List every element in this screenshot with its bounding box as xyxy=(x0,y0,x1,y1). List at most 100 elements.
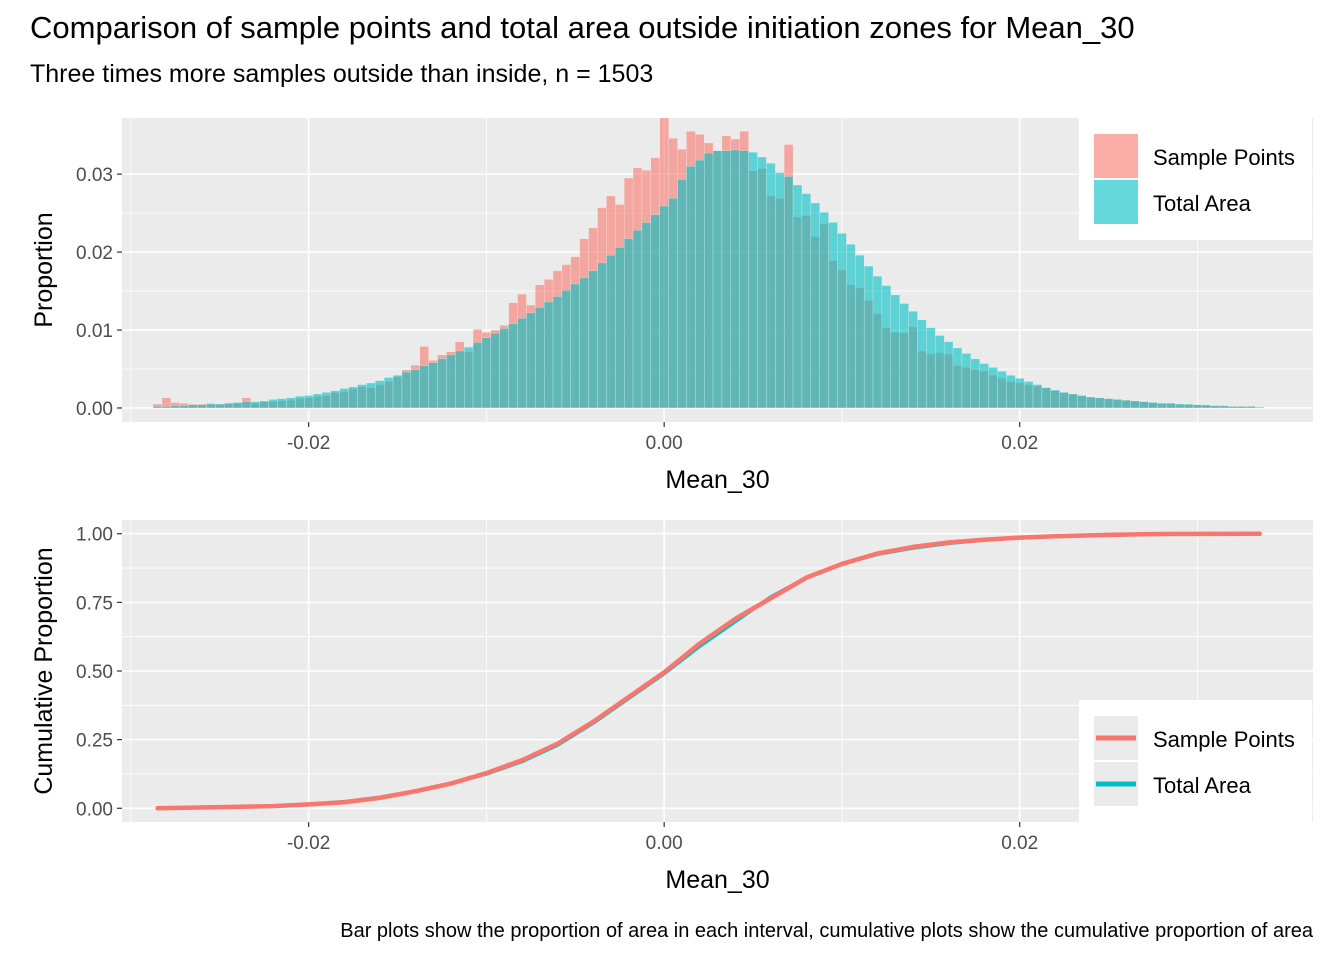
legend-label-total-area: Total Area xyxy=(1153,191,1252,216)
histogram-bar xyxy=(561,290,572,409)
histogram-bar xyxy=(846,244,856,409)
histogram-bar xyxy=(1041,387,1052,409)
histogram-bar xyxy=(908,311,918,409)
histogram-x-axis-title: Mean_30 xyxy=(665,466,769,494)
histogram-bar xyxy=(1139,401,1149,409)
histogram-bar xyxy=(250,401,260,409)
histogram-bar xyxy=(730,149,740,409)
histogram-bar xyxy=(1157,403,1167,409)
histogram-bar xyxy=(188,404,198,409)
histogram-bar xyxy=(1192,404,1203,409)
histogram-bar xyxy=(330,390,340,409)
x-tick-label: 0.02 xyxy=(1001,433,1038,454)
histogram-bar xyxy=(259,400,269,409)
histogram-bar xyxy=(1103,398,1114,409)
histogram-bar xyxy=(801,193,812,409)
histogram-bar xyxy=(455,350,465,409)
histogram-bar xyxy=(1050,389,1060,409)
histogram-bar xyxy=(1068,393,1078,409)
histogram-bar xyxy=(463,346,474,409)
y-tick-label: 0.02 xyxy=(76,243,113,264)
histogram-bar xyxy=(472,342,483,409)
x-tick-label: -0.02 xyxy=(287,833,330,854)
histogram-bar xyxy=(615,247,625,409)
histogram-bar xyxy=(792,184,803,409)
histogram-bar xyxy=(748,152,758,409)
y-tick-label: 0.50 xyxy=(76,662,113,683)
histogram-bar xyxy=(383,377,394,409)
histogram-bar xyxy=(899,303,909,409)
histogram-bar xyxy=(828,222,838,409)
histogram-bar xyxy=(312,393,323,409)
histogram-bar xyxy=(641,222,652,409)
histogram-bar xyxy=(1228,406,1238,409)
y-tick-label: 0.25 xyxy=(76,731,113,752)
histogram-bar xyxy=(623,238,634,409)
histogram-bar xyxy=(161,406,172,409)
histogram-bar xyxy=(206,403,216,409)
legend-key-sample-points xyxy=(1094,134,1138,178)
histogram-bar xyxy=(1032,384,1043,409)
histogram-bar xyxy=(712,150,723,409)
histogram-bar xyxy=(375,380,385,409)
histogram-bar xyxy=(1112,399,1123,409)
histogram-bar xyxy=(295,396,305,409)
histogram-y-axis-title: Proportion xyxy=(30,212,58,327)
histogram-bar xyxy=(668,198,678,409)
histogram-bar xyxy=(606,254,616,409)
histogram-y-ticks: 0.00 0.01 0.02 0.03 xyxy=(76,165,122,420)
histogram-bar xyxy=(881,285,892,409)
histogram-bar xyxy=(286,397,296,409)
cumulative-legend: Sample Points Total Area xyxy=(1079,700,1312,822)
legend-key-total-area xyxy=(1094,180,1138,224)
histogram-bar xyxy=(517,318,527,409)
chart-caption: Bar plots show the proportion of area in… xyxy=(340,920,1313,942)
histogram-bar xyxy=(1121,399,1131,409)
histogram-bar xyxy=(926,327,936,409)
histogram-panel: 0.00 0.01 0.02 0.03 -0.02 0.00 0.02 Mean_30 P… xyxy=(30,117,1313,494)
histogram-bar xyxy=(757,156,767,409)
cumulative-panel: 0.00 0.25 0.50 0.75 1.00 -0.02 0.00 0.02 Mean_… xyxy=(30,520,1313,894)
histogram-bar xyxy=(277,398,287,409)
histogram-bar xyxy=(570,283,580,409)
y-tick-label: 1.00 xyxy=(76,525,113,546)
histogram-bar xyxy=(437,358,447,409)
cumulative-y-axis-title: Cumulative Proportion xyxy=(30,547,58,794)
histogram-bar xyxy=(1130,400,1140,409)
histogram-bar xyxy=(935,335,945,409)
histogram-bar xyxy=(695,159,705,409)
histogram-bar xyxy=(997,371,1007,409)
histogram-bar xyxy=(863,265,874,409)
histogram-bar xyxy=(783,176,794,409)
histogram-bar xyxy=(224,403,234,409)
histogram-bar xyxy=(952,347,963,409)
cumulative-x-axis-title: Mean_30 xyxy=(665,866,769,894)
histogram-bar xyxy=(481,337,492,409)
histogram-bar xyxy=(677,179,687,409)
x-tick-label: -0.02 xyxy=(287,433,330,454)
cumulative-lines xyxy=(155,531,1262,811)
chart-subtitle: Three times more samples outside than in… xyxy=(30,60,654,88)
y-tick-label: 0.00 xyxy=(76,399,113,420)
histogram-bar xyxy=(499,328,509,409)
histogram-bar xyxy=(1015,378,1025,409)
histogram-bar xyxy=(401,371,412,409)
sample-points-line xyxy=(155,531,1262,811)
histogram-bar xyxy=(872,276,883,409)
histogram-bar xyxy=(321,392,332,409)
histogram-bar xyxy=(419,365,429,409)
legend-label-sample-points: Sample Points xyxy=(1153,145,1295,170)
histogram-bar xyxy=(819,212,829,409)
histogram-bar xyxy=(766,163,776,409)
histogram-bar xyxy=(1219,405,1229,409)
histogram-bar xyxy=(1166,403,1176,409)
histogram-bar xyxy=(552,296,563,409)
histogram-bar xyxy=(1175,403,1185,409)
histogram-bar xyxy=(579,277,589,409)
x-tick-label: 0.00 xyxy=(646,833,683,854)
histogram-bar xyxy=(1210,405,1220,409)
histogram-bar xyxy=(268,399,278,409)
histogram-bar xyxy=(686,166,696,409)
histogram-bar xyxy=(446,354,456,409)
